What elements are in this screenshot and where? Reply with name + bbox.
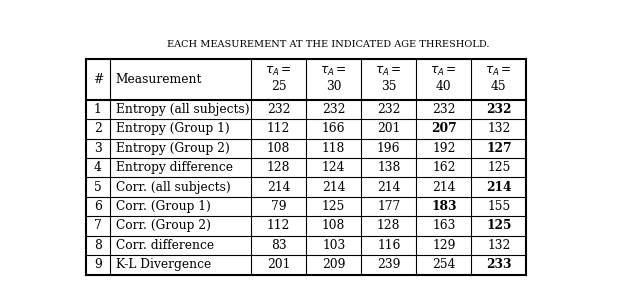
Text: 207: 207 — [431, 122, 457, 135]
Text: Entropy (all subjects): Entropy (all subjects) — [116, 103, 250, 116]
Text: $\tau_A =$
25: $\tau_A =$ 25 — [265, 65, 292, 93]
Text: 103: 103 — [322, 239, 346, 252]
Text: Entropy (Group 1): Entropy (Group 1) — [116, 122, 230, 135]
Text: 129: 129 — [432, 239, 456, 252]
Text: #: # — [93, 73, 103, 86]
Text: 9: 9 — [94, 258, 102, 271]
Text: 125: 125 — [487, 161, 511, 174]
Text: 128: 128 — [267, 161, 291, 174]
Text: 183: 183 — [431, 200, 456, 213]
Text: 2: 2 — [94, 122, 102, 135]
Text: $\tau_A =$
35: $\tau_A =$ 35 — [375, 65, 402, 93]
Text: 128: 128 — [377, 219, 401, 233]
Text: $\tau_A =$
45: $\tau_A =$ 45 — [486, 65, 512, 93]
Text: 232: 232 — [322, 103, 346, 116]
Text: 138: 138 — [377, 161, 401, 174]
Text: 155: 155 — [487, 200, 511, 213]
Text: 7: 7 — [94, 219, 102, 233]
Text: $\tau_A =$
40: $\tau_A =$ 40 — [430, 65, 457, 93]
Text: 192: 192 — [432, 142, 456, 155]
Text: 177: 177 — [377, 200, 401, 213]
Text: 1: 1 — [94, 103, 102, 116]
Text: 163: 163 — [432, 219, 456, 233]
Text: 209: 209 — [322, 258, 346, 271]
Text: 214: 214 — [377, 181, 401, 194]
Text: Corr. difference: Corr. difference — [116, 239, 214, 252]
Text: Corr. (all subjects): Corr. (all subjects) — [116, 181, 230, 194]
Text: 125: 125 — [486, 219, 511, 233]
Text: 108: 108 — [267, 142, 291, 155]
Text: 232: 232 — [377, 103, 401, 116]
Text: 116: 116 — [377, 239, 401, 252]
Text: 8: 8 — [94, 239, 102, 252]
Text: 132: 132 — [487, 122, 511, 135]
Text: 214: 214 — [432, 181, 456, 194]
Text: 201: 201 — [267, 258, 291, 271]
Text: 125: 125 — [322, 200, 346, 213]
Text: 232: 232 — [267, 103, 291, 116]
Text: Corr. (Group 2): Corr. (Group 2) — [116, 219, 211, 233]
Text: 108: 108 — [322, 219, 346, 233]
Text: 214: 214 — [322, 181, 346, 194]
Text: K-L Divergence: K-L Divergence — [116, 258, 211, 271]
Text: 3: 3 — [94, 142, 102, 155]
Text: $\tau_A =$
30: $\tau_A =$ 30 — [320, 65, 347, 93]
Text: 201: 201 — [377, 122, 401, 135]
Text: 132: 132 — [487, 239, 511, 252]
Text: Entropy (Group 2): Entropy (Group 2) — [116, 142, 230, 155]
Text: 79: 79 — [271, 200, 287, 213]
Text: Measurement: Measurement — [116, 73, 202, 86]
Text: 232: 232 — [486, 103, 511, 116]
Text: 162: 162 — [432, 161, 456, 174]
Text: 196: 196 — [377, 142, 401, 155]
Text: 112: 112 — [267, 219, 291, 233]
Text: 166: 166 — [322, 122, 346, 135]
Text: 233: 233 — [486, 258, 511, 271]
Text: 127: 127 — [486, 142, 512, 155]
Text: 232: 232 — [432, 103, 456, 116]
Text: 5: 5 — [94, 181, 102, 194]
Text: 118: 118 — [322, 142, 346, 155]
Text: EACH MEASUREMENT AT THE INDICATED AGE THRESHOLD.: EACH MEASUREMENT AT THE INDICATED AGE TH… — [167, 40, 489, 49]
Text: 6: 6 — [94, 200, 102, 213]
Text: 214: 214 — [486, 181, 511, 194]
Text: 214: 214 — [267, 181, 291, 194]
Text: Entropy difference: Entropy difference — [116, 161, 233, 174]
Text: 112: 112 — [267, 122, 291, 135]
Text: 124: 124 — [322, 161, 346, 174]
Text: 254: 254 — [432, 258, 456, 271]
Text: 4: 4 — [94, 161, 102, 174]
Text: 239: 239 — [377, 258, 401, 271]
Text: Corr. (Group 1): Corr. (Group 1) — [116, 200, 211, 213]
Text: 83: 83 — [271, 239, 287, 252]
